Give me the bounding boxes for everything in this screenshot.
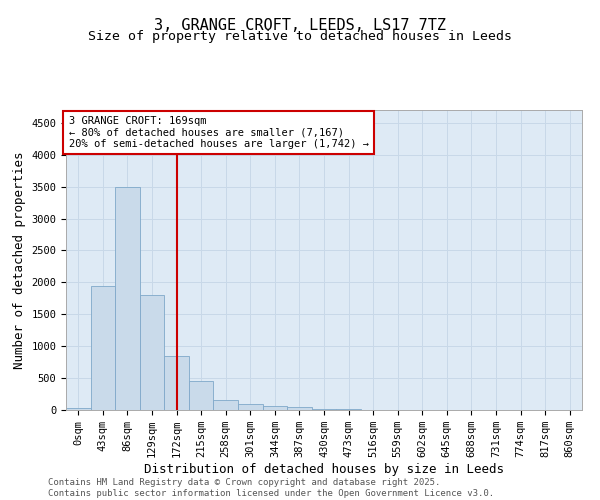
X-axis label: Distribution of detached houses by size in Leeds: Distribution of detached houses by size … (144, 463, 504, 476)
Bar (238, 404, 263, 410)
Bar (115, 186, 140, 410)
Bar (214, 400, 238, 410)
Bar (263, 406, 287, 410)
Bar (66, 408, 91, 410)
Text: Size of property relative to detached houses in Leeds: Size of property relative to detached ho… (88, 30, 512, 43)
Text: Contains HM Land Registry data © Crown copyright and database right 2025.
Contai: Contains HM Land Registry data © Crown c… (48, 478, 494, 498)
Text: 3, GRANGE CROFT, LEEDS, LS17 7TZ: 3, GRANGE CROFT, LEEDS, LS17 7TZ (154, 18, 446, 32)
Bar (164, 356, 189, 410)
Bar (312, 408, 336, 410)
Bar (140, 295, 164, 410)
Y-axis label: Number of detached properties: Number of detached properties (13, 151, 26, 369)
Bar (189, 382, 214, 410)
Bar (287, 408, 312, 410)
Text: 3 GRANGE CROFT: 169sqm
← 80% of detached houses are smaller (7,167)
20% of semi-: 3 GRANGE CROFT: 169sqm ← 80% of detached… (68, 116, 368, 149)
Bar (91, 286, 115, 410)
